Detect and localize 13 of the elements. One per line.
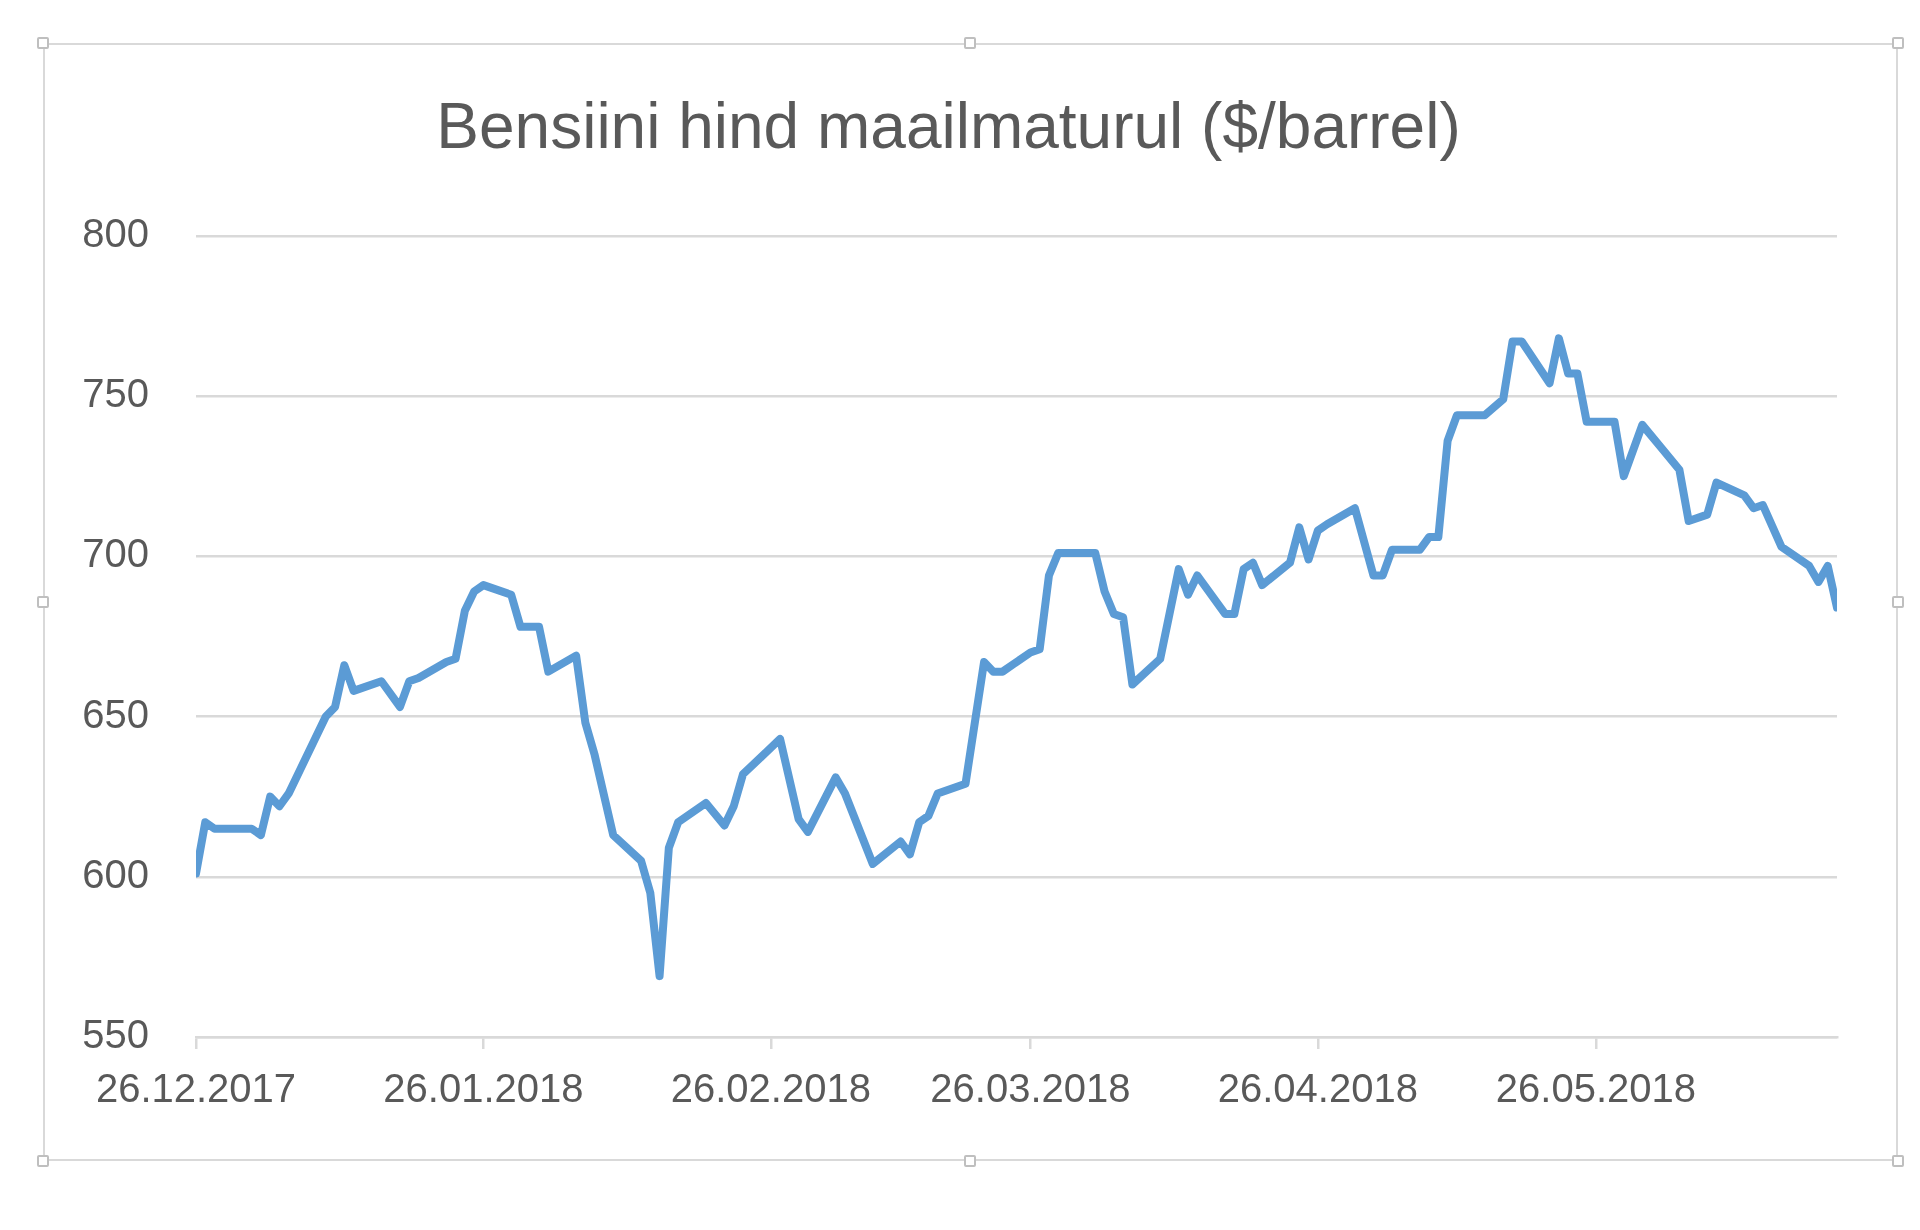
y-tick-label: 600	[82, 851, 149, 896]
y-tick-label: 650	[82, 691, 149, 736]
x-tick-label: 26.05.2018	[1495, 1066, 1697, 1111]
x-tick-label: 26.03.2018	[930, 1066, 1131, 1111]
y-tick-label: 800	[82, 210, 149, 255]
x-tick-label: 26.02.2018	[670, 1066, 871, 1111]
x-tick-label: 26.12.2017	[95, 1066, 297, 1111]
y-tick-label: 700	[82, 531, 149, 576]
x-tick-label: 26.01.2018	[383, 1066, 584, 1111]
y-tick-label: 550	[82, 1012, 149, 1057]
y-tick-label: 750	[82, 371, 149, 416]
chart-title: Bensiini hind maailmaturul ($/barrel)	[436, 90, 1461, 163]
x-tick-label: 26.04.2018	[1217, 1066, 1418, 1111]
